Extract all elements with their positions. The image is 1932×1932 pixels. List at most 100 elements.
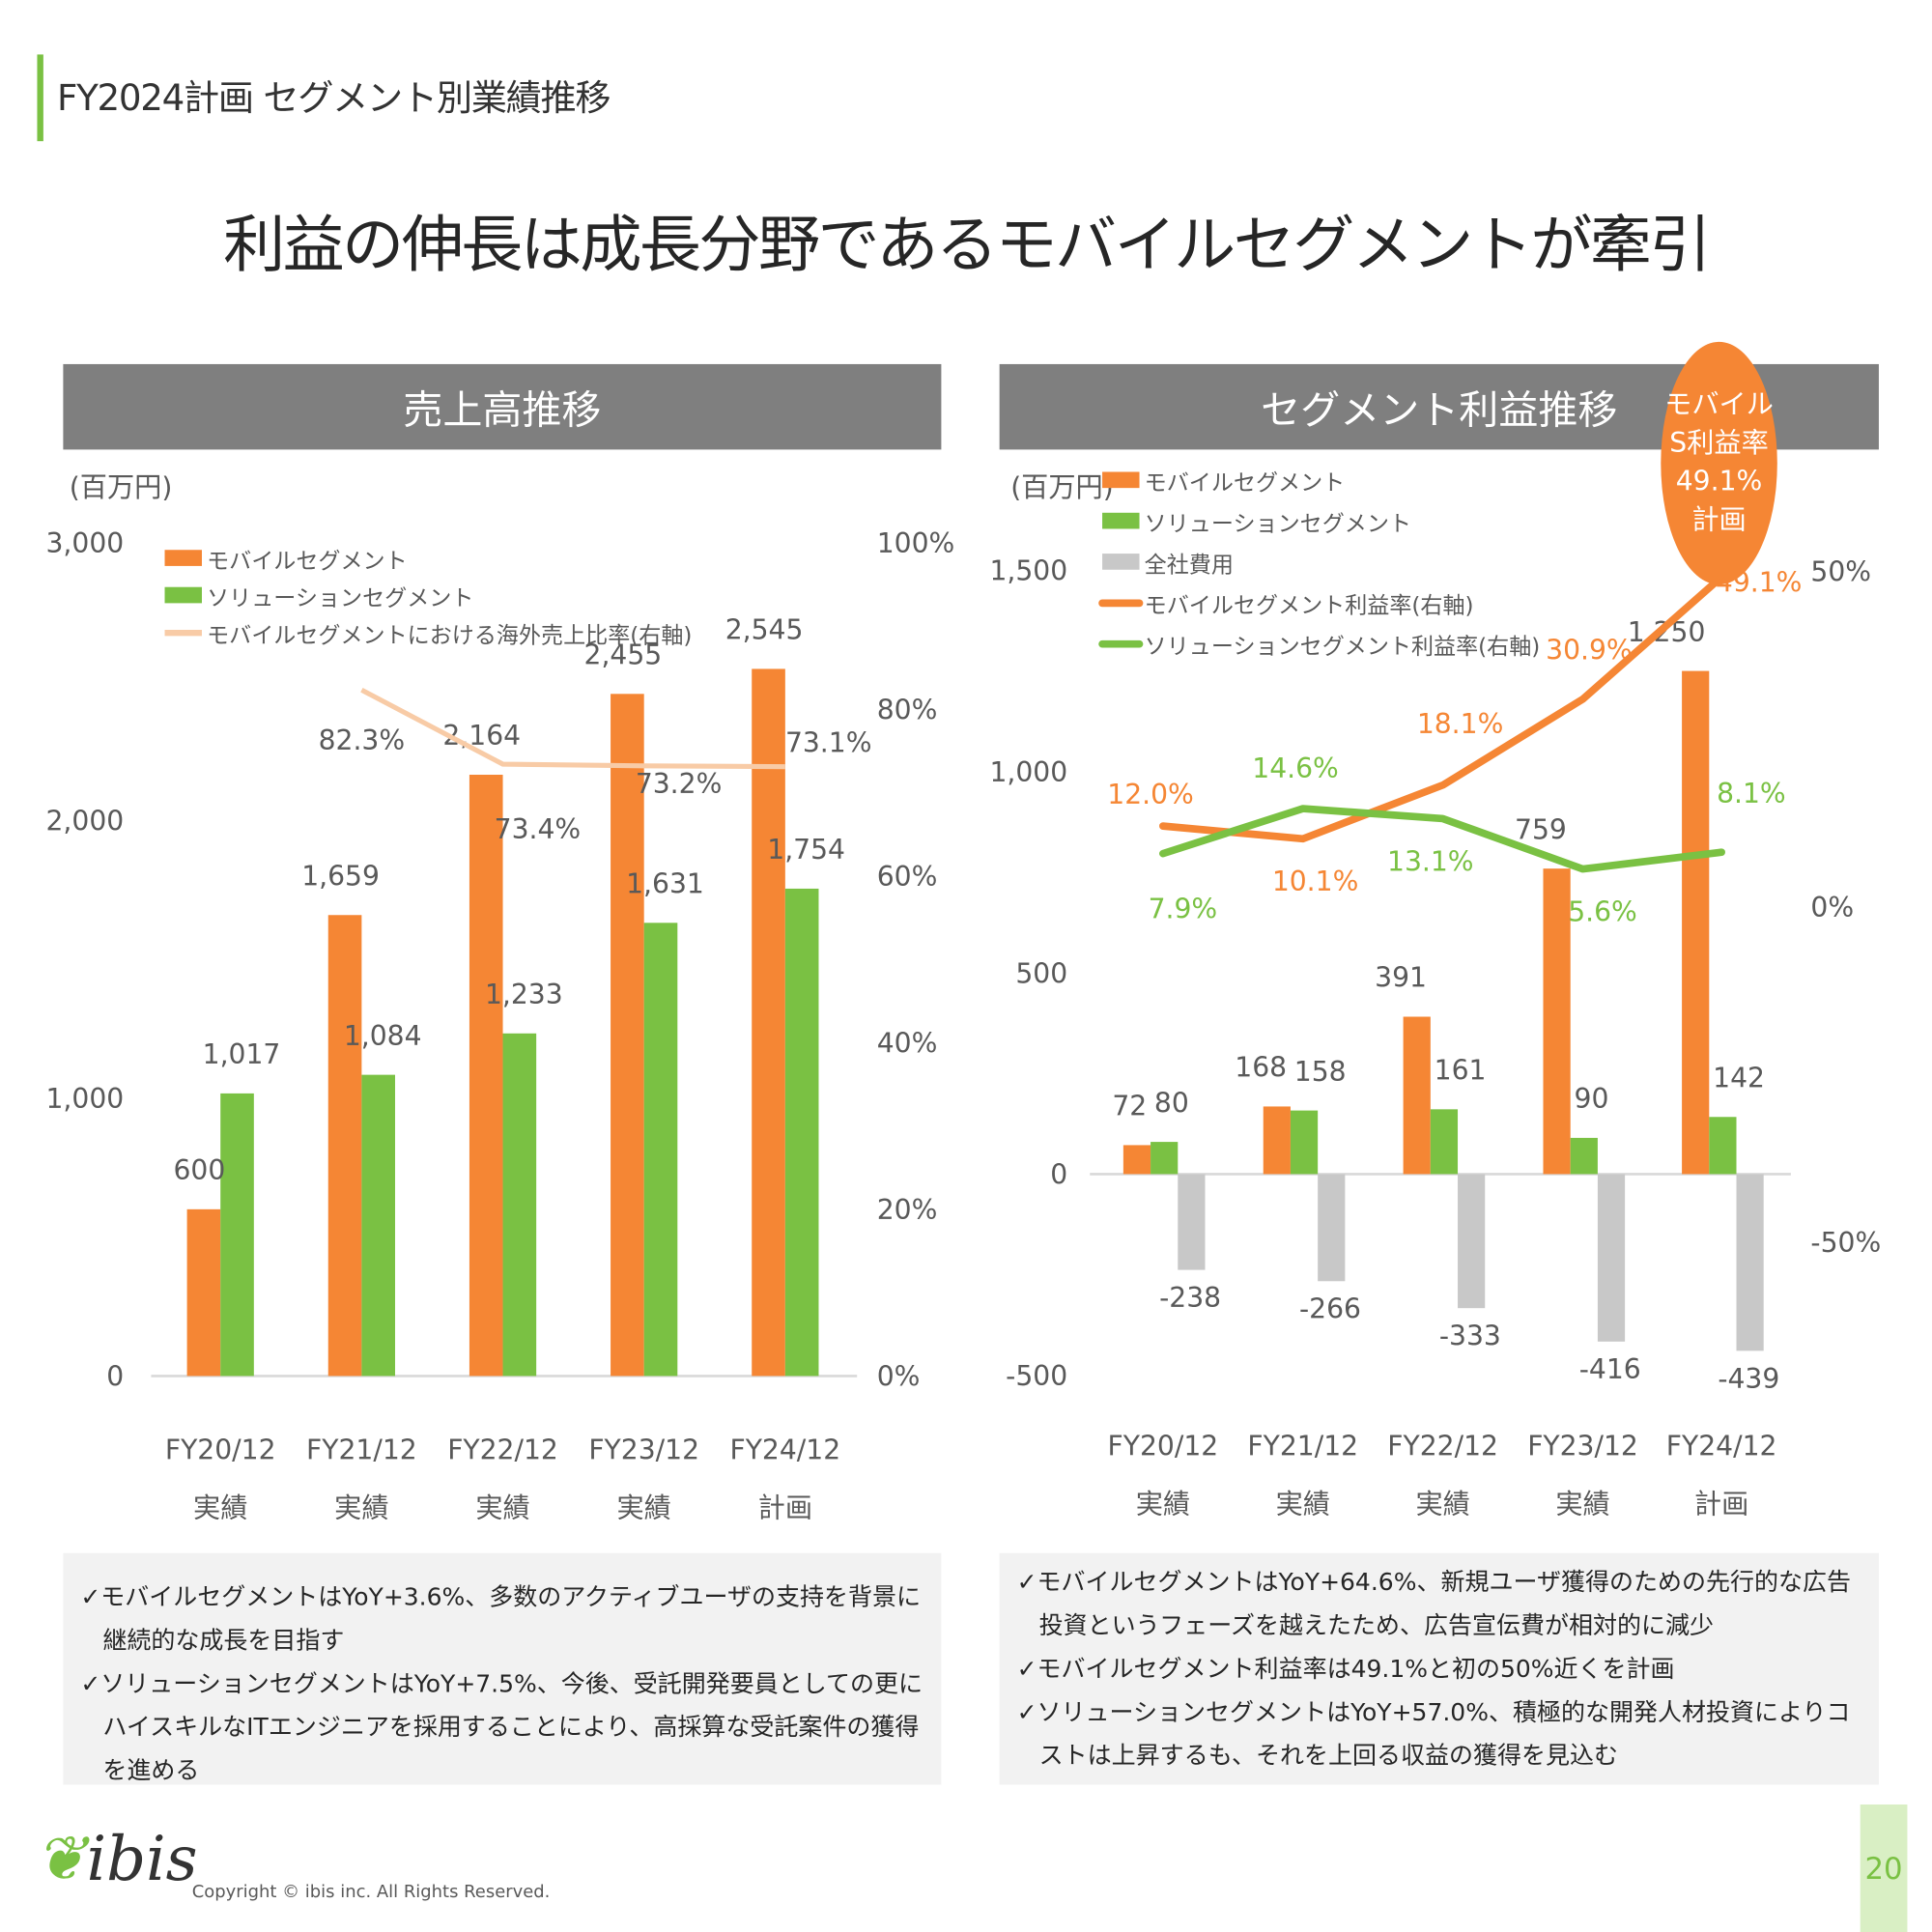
solution-bar	[502, 1033, 537, 1377]
page-title: FY2024計画 セグメント別業績推移	[56, 76, 611, 120]
copyright: Copyright © ibis inc. All Rights Reserve…	[191, 1882, 551, 1903]
cost-bar	[1736, 1174, 1764, 1351]
sales-notes: ✓モバイルセグメントはYoY+3.6%、多数のアクティブユーザの支持を背景に継続…	[63, 1552, 942, 1785]
mobile-value-label: 1,659	[301, 860, 380, 892]
mobile-value-label: 600	[174, 1154, 226, 1186]
y-tick-label: 1,000	[46, 1083, 125, 1115]
overseas-ratio-label: 73.1%	[785, 726, 872, 758]
cost-value-label: -416	[1579, 1353, 1641, 1385]
mobile-value-label: 72	[1112, 1091, 1147, 1122]
x-tick-label: FY23/12	[1527, 1430, 1638, 1462]
badge-line: モバイル	[1664, 389, 1774, 421]
legend-label: ソリューションセグメント	[1145, 512, 1411, 537]
overseas-ratio-label: 73.2%	[636, 768, 723, 800]
legend-label: モバイルセグメント	[207, 549, 408, 574]
solution-bar	[1151, 1142, 1179, 1175]
x-tick-sublabel: 実績	[1555, 1489, 1609, 1520]
legend-label: ソリューションセグメント	[207, 586, 473, 611]
x-tick-sublabel: 実績	[1276, 1489, 1330, 1520]
x-tick-sublabel: 実績	[193, 1492, 247, 1524]
solution-margin-label: 7.9%	[1149, 893, 1218, 924]
solution-value-label: 80	[1154, 1087, 1189, 1119]
x-tick-sublabel: 計画	[758, 1492, 812, 1524]
y-tick-label: 0	[1050, 1159, 1067, 1191]
mobile-margin-label: 49.1%	[1716, 567, 1803, 599]
solution-margin-label: 5.6%	[1568, 895, 1637, 927]
solution-value-label: 1,754	[767, 834, 845, 866]
mobile-value-label: 168	[1235, 1052, 1287, 1084]
x-tick-label: FY24/12	[1666, 1430, 1777, 1462]
legend-label: ソリューションセグメント利益率(右軸)	[1145, 635, 1541, 660]
x-tick-sublabel: 実績	[1136, 1489, 1190, 1520]
mobile-margin-badge: モバイル S利益率 49.1% 計画	[1661, 341, 1777, 585]
solution-value-label: 1,017	[203, 1038, 281, 1070]
mobile-margin-label: 12.0%	[1107, 779, 1194, 810]
solution-bar	[1290, 1110, 1319, 1175]
y-tick-label: 3,000	[46, 527, 125, 559]
solution-bar	[1430, 1109, 1459, 1175]
leaf-icon: ❦	[34, 1823, 87, 1895]
mobile-bar	[1122, 1145, 1151, 1175]
mobile-value-label: 2,455	[584, 639, 663, 671]
mobile-bar	[327, 915, 362, 1377]
legend-label: 全社費用	[1145, 553, 1234, 578]
mobile-bar	[186, 1208, 221, 1377]
mobile-margin-label: 10.1%	[1272, 866, 1359, 897]
solution-bar	[643, 923, 678, 1377]
y-tick-label: 500	[1015, 957, 1067, 989]
headline: 利益の伸長は成長分野であるモバイルセグメントが牽引	[223, 209, 1711, 282]
solution-bar	[220, 1093, 254, 1377]
logo-text: ibis	[86, 1823, 198, 1895]
legend-swatch	[164, 586, 202, 604]
y-tick-label: 1,500	[989, 555, 1067, 587]
solution-value-label: 142	[1713, 1062, 1765, 1094]
cost-bar	[1318, 1174, 1346, 1282]
y2-tick-label: 40%	[877, 1028, 938, 1060]
x-tick-label: FY23/12	[588, 1434, 699, 1465]
y2-tick-label: 0%	[1810, 892, 1854, 923]
mobile-value-label: 2,545	[725, 614, 804, 646]
mobile-margin-label: 18.1%	[1417, 708, 1504, 740]
solution-value-label: 1,233	[485, 979, 563, 1010]
mobile-bar	[1682, 670, 1710, 1175]
title-accent-bar	[37, 54, 43, 142]
solution-bar	[361, 1074, 395, 1377]
x-tick-sublabel: 実績	[1415, 1489, 1469, 1520]
x-tick-sublabel: 実績	[475, 1492, 529, 1524]
mobile-bar	[752, 668, 785, 1377]
mobile-value-label: 391	[1375, 962, 1427, 994]
x-tick-sublabel: 実績	[334, 1492, 388, 1524]
badge-line: 49.1%	[1675, 467, 1763, 498]
y-tick-label: -500	[1006, 1360, 1067, 1392]
mobile-margin-line	[1159, 573, 1725, 843]
mobile-value-label: 2,164	[442, 720, 521, 752]
cost-value-label: -266	[1299, 1293, 1361, 1325]
note-item: ✓ソリューションセグメントはYoY+57.0%、積極的な開発人材投資によりコスト…	[1016, 1697, 1851, 1771]
solution-value-label: 1,084	[344, 1020, 422, 1052]
x-tick-label: FY20/12	[1108, 1430, 1219, 1462]
legend-label: モバイルセグメント利益率(右軸)	[1145, 594, 1474, 619]
cost-value-label: -333	[1439, 1321, 1501, 1352]
note-item: ✓ソリューションセグメントはYoY+7.5%、今後、受託開発要員としての更にハイ…	[80, 1669, 923, 1785]
x-tick-label: FY22/12	[1387, 1430, 1498, 1462]
cost-value-label: -238	[1159, 1282, 1221, 1314]
solution-margin-label: 8.1%	[1717, 778, 1786, 810]
mobile-bar	[1543, 868, 1571, 1175]
legend-swatch	[1102, 554, 1140, 570]
note-item: ✓モバイルセグメントはYoY+64.6%、新規ユーザ獲得のための先行的な広告投資…	[1016, 1568, 1851, 1640]
solution-margin-label: 14.6%	[1252, 753, 1339, 784]
cost-bar	[1178, 1174, 1206, 1270]
y2-tick-label: 60%	[877, 861, 938, 893]
legend-label: モバイルセグメントにおける海外売上比率(右軸)	[207, 623, 692, 648]
y2-tick-label: -50%	[1810, 1227, 1881, 1259]
mobile-bar	[1263, 1106, 1291, 1175]
x-tick-label: FY24/12	[730, 1434, 841, 1465]
y-tick-label: 2,000	[46, 805, 125, 837]
solution-margin-line	[1159, 805, 1725, 873]
mobile-bar	[469, 775, 503, 1377]
page-number: 20	[1860, 1804, 1908, 1932]
y2-tick-label: 80%	[877, 694, 938, 725]
solution-value-label: 158	[1294, 1056, 1347, 1088]
